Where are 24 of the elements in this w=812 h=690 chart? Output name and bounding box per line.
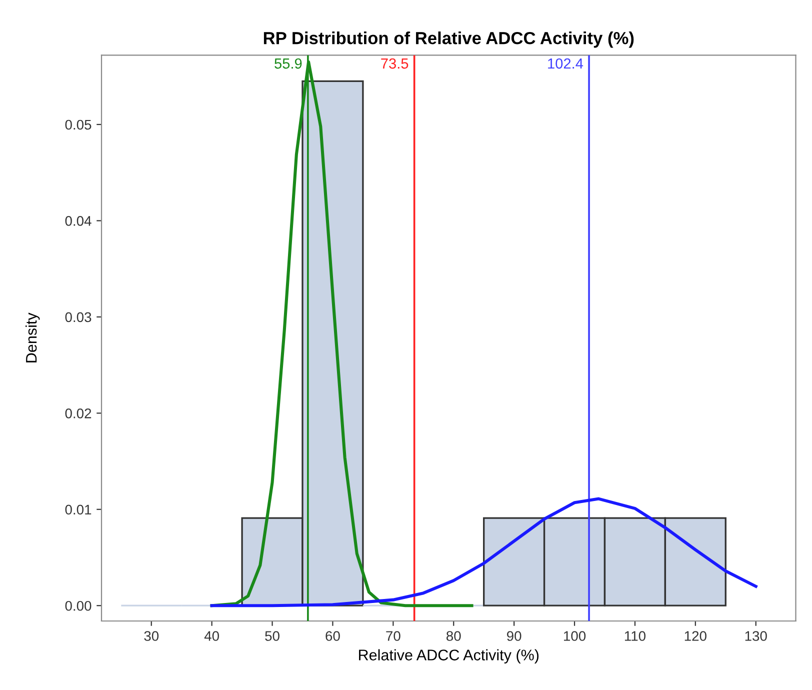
x-axis-title: Relative ADCC Activity (%) <box>359 649 539 664</box>
x-tick-label: 110 <box>624 631 646 641</box>
x-tick-label: 50 <box>265 631 280 641</box>
y-tick-label: 0.00 <box>65 600 92 611</box>
y-tick-label: 0.02 <box>65 408 92 418</box>
x-tick-label: 30 <box>144 631 159 641</box>
x-tick-label: 100 <box>564 631 586 641</box>
y-tick-label: 0.03 <box>65 312 92 322</box>
x-tick-label: 40 <box>204 631 219 641</box>
ref-line-label: 102.4 <box>548 58 584 69</box>
x-tick-label: 130 <box>745 631 767 641</box>
y-axis-title: Density <box>26 312 40 362</box>
y-tick-label: 0.04 <box>65 216 92 226</box>
x-tick-label: 120 <box>684 631 706 641</box>
x-tick-label: 90 <box>506 631 522 641</box>
line-series <box>210 497 758 608</box>
chart-title: RP Distribution of Relative ADCC Activity (%) <box>264 32 634 48</box>
y-tick-label: 0.05 <box>65 120 92 130</box>
ref-line-label: 73.5 <box>381 58 408 69</box>
x-tick-label: 70 <box>386 631 400 641</box>
y-tick-label: 0.01 <box>65 504 92 515</box>
ref-line-label: 55.9 <box>274 58 302 69</box>
x-tick-label: 80 <box>446 631 461 641</box>
x-tick-label: 60 <box>326 631 340 641</box>
